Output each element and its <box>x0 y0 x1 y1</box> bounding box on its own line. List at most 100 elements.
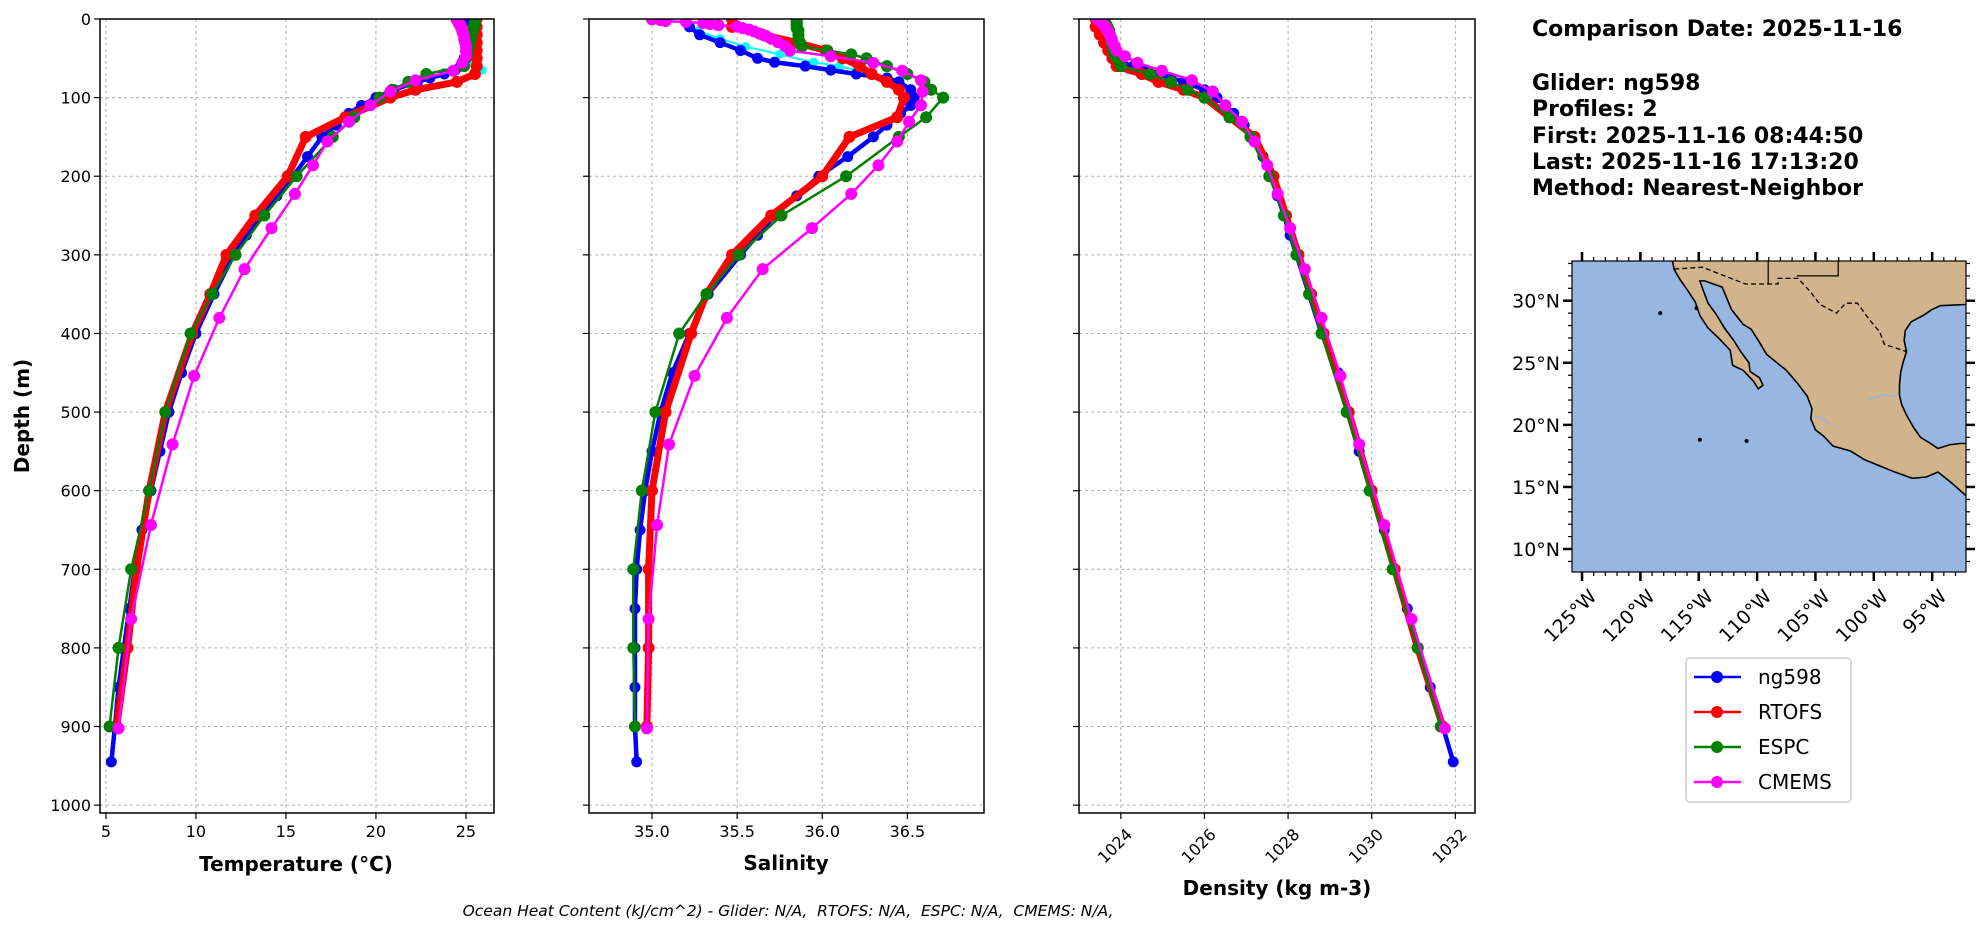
map-lon-label: 95°W <box>1899 585 1952 638</box>
data-point-ESPC <box>627 563 640 576</box>
data-point-ng598 <box>867 131 879 143</box>
y-tick-label: 0 <box>81 10 91 29</box>
map-lon-label: 125°W <box>1540 585 1601 646</box>
panel-temperature: 5 10 15 20 25 0 100 200 300 400 500 600 700 800 900 100… <box>50 10 495 841</box>
data-point-RTOFS <box>891 111 904 124</box>
data-point-RTOFS <box>865 68 878 81</box>
data-point-ng598 <box>842 151 854 163</box>
x-tick-label: 15 <box>276 822 296 841</box>
map-lat-label: 15°N <box>1512 477 1560 499</box>
x-tick-label: 1024 <box>1094 825 1136 867</box>
data-point-CMEMS <box>112 722 125 735</box>
data-point-CMEMS <box>166 438 179 451</box>
data-point-ng598 <box>302 151 314 163</box>
map-lat-label: 30°N <box>1512 291 1560 313</box>
temperature-axis-label: Temperature (°C) <box>199 852 393 876</box>
profile-panels: 5 10 15 20 25 0 100 200 300 400 500 600 700 800 900 100… <box>50 10 1476 867</box>
data-point-CMEMS <box>896 64 909 77</box>
first-time: First: 2025-11-16 08:44:50 <box>1532 124 1863 149</box>
series-group <box>103 19 487 768</box>
data-point-ESPC <box>628 720 641 733</box>
island <box>1697 437 1702 442</box>
data-point-ESPC <box>159 406 172 419</box>
series-line-ng598 <box>1097 19 1456 763</box>
data-point-CMEMS <box>364 99 377 112</box>
map-lon-label: 120°W <box>1598 585 1659 646</box>
data-point-ng598 <box>694 29 706 41</box>
axes-frame <box>99 18 495 814</box>
data-point-CMEMS <box>1118 50 1131 63</box>
y-tick-label: 600 <box>60 482 91 501</box>
data-point-ng598 <box>1447 756 1459 768</box>
legend-label: ng598 <box>1758 665 1822 689</box>
land-coastline <box>1671 261 1966 497</box>
data-point-CMEMS <box>1353 438 1366 451</box>
data-point-ESPC <box>937 91 950 104</box>
panel-density: 1024 1026 1028 1030 1032 <box>1073 18 1476 867</box>
data-point-ng598 <box>105 756 117 768</box>
series-line-ESPC <box>108 19 477 727</box>
data-point-RTOFS <box>897 91 910 104</box>
data-point-ESPC <box>649 406 662 419</box>
data-point-RTOFS <box>853 60 866 73</box>
profile-count: Profiles: 2 <box>1532 97 1658 122</box>
data-point-ESPC <box>1144 68 1157 81</box>
series-line-ESPC <box>1102 19 1442 727</box>
data-point-ESPC <box>673 327 686 340</box>
data-point-ESPC <box>184 327 197 340</box>
legend-item-ESPC: ESPC <box>1694 735 1809 759</box>
data-point-CMEMS <box>915 99 928 112</box>
data-point-RTOFS <box>816 170 829 183</box>
data-point-RTOFS <box>249 209 262 222</box>
location-map: 30°N 25°N 20°N 15°N 10°N 125°W120°W115°W110°W… <box>1512 252 1975 647</box>
data-point-RTOFS <box>220 248 233 261</box>
data-point-ng598 <box>629 603 641 615</box>
data-point-CMEMS <box>891 135 904 148</box>
data-point-CMEMS <box>845 187 858 200</box>
data-point-ng598 <box>714 37 726 49</box>
data-point-CMEMS <box>213 311 226 324</box>
axes-frame <box>588 18 985 814</box>
y-tick-label: 800 <box>60 639 91 658</box>
data-point-CMEMS <box>384 85 397 98</box>
legend-marker <box>1711 671 1723 683</box>
last-time: Last: 2025-11-16 17:13:20 <box>1532 150 1859 175</box>
data-point-CMEMS <box>806 222 819 235</box>
data-point-ESPC <box>920 111 933 124</box>
data-point-CMEMS <box>1248 135 1261 148</box>
data-point-ESPC <box>732 248 745 261</box>
data-point-CMEMS <box>640 722 653 735</box>
data-point-CMEMS <box>456 56 469 69</box>
data-point-ng598_profile2 <box>809 57 819 67</box>
data-point-CMEMS <box>1315 311 1328 324</box>
ohc-caption: Ocean Heat Content (kJ/cm^2) - Glider: N… <box>463 902 1114 920</box>
comparison-date: Comparison Date: 2025-11-16 <box>1532 17 1902 42</box>
map-lon-label: 105°W <box>1773 585 1834 646</box>
x-tick-label: 36.5 <box>890 822 926 841</box>
data-point-RTOFS <box>765 209 778 222</box>
map-lon-label: 110°W <box>1715 585 1776 646</box>
data-point-ESPC <box>635 484 648 497</box>
data-point-CMEMS <box>1236 115 1249 128</box>
data-point-ESPC <box>112 641 125 654</box>
data-point-ESPC <box>1198 91 1211 104</box>
data-point-ESPC <box>627 641 640 654</box>
density-axis-label: Density (kg m-3) <box>1183 876 1372 900</box>
data-point-CMEMS <box>1261 159 1274 172</box>
legend-item-ng598: ng598 <box>1694 665 1822 689</box>
data-point-ESPC <box>229 248 242 261</box>
country-border <box>1674 266 1907 353</box>
y-tick-label: 500 <box>60 403 91 422</box>
data-point-ng598 <box>799 60 811 72</box>
data-point-CMEMS <box>1405 613 1418 626</box>
data-point-CMEMS <box>915 74 928 87</box>
data-point-CMEMS <box>1271 187 1284 200</box>
data-point-RTOFS <box>281 170 294 183</box>
data-point-CMEMS <box>756 263 769 276</box>
x-tick-label: 1032 <box>1428 825 1470 867</box>
island <box>1744 439 1749 444</box>
data-point-CMEMS <box>188 369 201 382</box>
legend-item-RTOFS: RTOFS <box>1694 700 1822 724</box>
data-point-CMEMS <box>651 518 664 531</box>
